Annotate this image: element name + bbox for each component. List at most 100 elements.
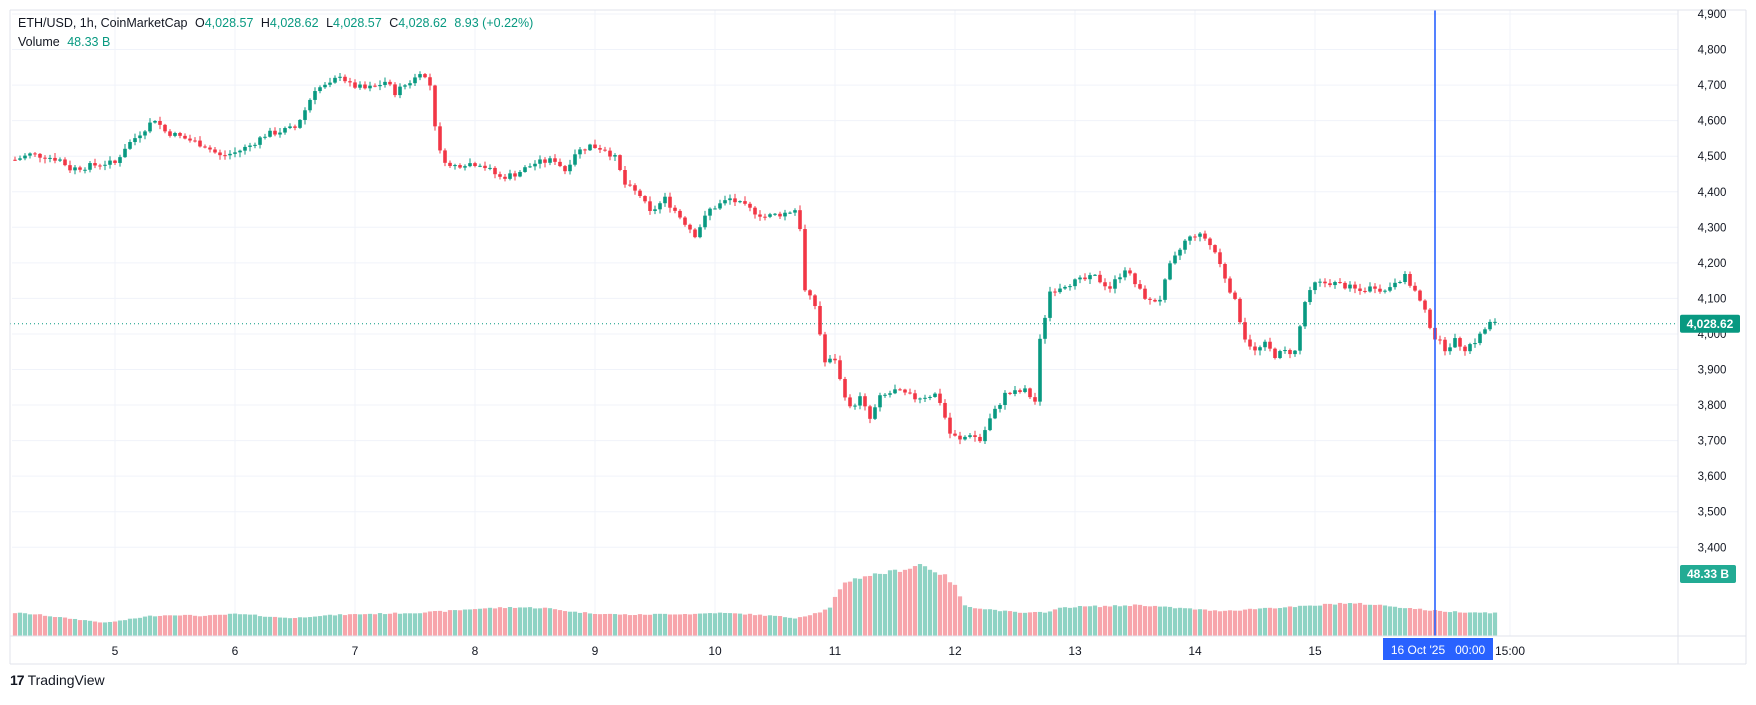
candle-body <box>1408 273 1412 286</box>
volume-bar <box>702 613 708 636</box>
candle-body <box>158 120 162 125</box>
candle-body <box>638 190 642 197</box>
candle-body <box>233 152 237 154</box>
volume-bar <box>212 614 218 636</box>
candle-body <box>1288 350 1292 355</box>
volume-bar <box>652 613 658 636</box>
candle-body <box>1188 236 1192 241</box>
volume-bar <box>782 617 788 636</box>
volume-bar <box>1187 608 1193 636</box>
volume-bar <box>1182 608 1188 636</box>
volume-bar <box>1017 612 1023 636</box>
candle-body <box>778 213 782 217</box>
candle-body <box>223 155 227 157</box>
volume-bar <box>457 610 463 636</box>
price-axis[interactable]: 3,4003,5003,6003,7003,8003,9004,0004,100… <box>1698 9 1727 554</box>
candle-body <box>1203 233 1207 239</box>
candle-body <box>1268 341 1272 349</box>
volume-bar <box>402 613 408 636</box>
candle-body <box>218 152 222 156</box>
volume-bar <box>112 621 118 636</box>
volume-bar <box>1237 610 1243 636</box>
candle-body <box>753 207 757 215</box>
volume-bar <box>132 618 138 636</box>
candle-body <box>488 167 492 169</box>
volume-bar <box>42 615 48 636</box>
volume-bar <box>1482 612 1488 636</box>
candle-body <box>1488 321 1492 330</box>
candle-body <box>678 210 682 218</box>
volume-bar <box>182 614 188 636</box>
volume-bar <box>467 609 473 636</box>
candle-body <box>138 135 142 139</box>
candle-body <box>863 396 867 407</box>
volume-bar <box>117 620 123 636</box>
candle-body <box>603 149 607 151</box>
candle-body <box>733 198 737 203</box>
volume-bar <box>1202 609 1208 636</box>
volume-bar <box>377 613 383 636</box>
volume-bar <box>1167 606 1173 636</box>
candle-body <box>203 146 207 148</box>
volume-bar <box>52 617 58 636</box>
candle-body <box>128 142 132 149</box>
candle-body <box>1123 270 1127 278</box>
volume-bar <box>727 613 733 636</box>
candle-body <box>48 157 52 159</box>
candle-body <box>523 167 527 172</box>
price-tick-label: 3,900 <box>1698 365 1727 377</box>
volume-bar <box>887 570 893 636</box>
candle-body <box>628 184 632 186</box>
volume-label[interactable]: Volume <box>18 35 60 49</box>
volume-bar <box>307 617 313 636</box>
candle-body <box>398 86 402 96</box>
volume-bar <box>227 613 233 636</box>
volume-bar <box>287 618 293 636</box>
volume-bar <box>277 617 283 636</box>
candle-body <box>763 216 767 218</box>
volume-bar <box>302 617 308 636</box>
change-value: 8.93 (+0.22%) <box>454 16 534 30</box>
time-axis[interactable]: 5 6 7 8 9 10 11 12 13 14 15 15:00 <box>112 644 1526 658</box>
volume-bar <box>587 613 593 636</box>
candle-body <box>1128 270 1132 274</box>
open-label: O <box>195 16 205 30</box>
candle-body <box>968 435 972 437</box>
candle-body <box>1053 291 1057 293</box>
candle-body <box>508 173 512 179</box>
volume-bar <box>12 613 18 636</box>
volume-bar <box>1252 609 1258 636</box>
symbol-label[interactable]: ETH/USD, 1h, CoinMarketCap <box>18 16 188 30</box>
volume-bar <box>787 617 793 636</box>
volume-bar <box>1487 613 1493 636</box>
volume-bar <box>462 609 468 636</box>
candle-body <box>93 163 97 166</box>
candle-body <box>853 405 857 407</box>
volume-bar <box>987 609 993 636</box>
volume-bar <box>442 611 448 636</box>
high-label: H <box>260 16 270 30</box>
volume-bar <box>707 613 713 636</box>
candle-body <box>1413 285 1417 291</box>
candle-body <box>1208 238 1212 246</box>
volume-bar <box>757 614 763 636</box>
candle-body <box>1243 322 1247 340</box>
volume-bar <box>872 573 878 636</box>
time-tick-label: 11 <box>829 644 842 658</box>
volume-bar <box>527 607 533 636</box>
volume-bar <box>22 613 28 636</box>
candle-body <box>528 166 532 168</box>
candle-body <box>98 165 102 167</box>
open-value: O4,028.57 <box>195 16 253 30</box>
volume-value: 48.33 B <box>67 35 111 49</box>
candle-body <box>983 430 987 442</box>
tradingview-attribution[interactable]: 17 TradingView <box>10 672 105 688</box>
candle-body <box>953 433 957 436</box>
volume-bar <box>192 615 198 636</box>
candle-body <box>388 81 392 85</box>
candle-body <box>243 146 247 151</box>
volume-bar <box>862 576 868 636</box>
price-tick-label: 4,700 <box>1698 80 1727 92</box>
